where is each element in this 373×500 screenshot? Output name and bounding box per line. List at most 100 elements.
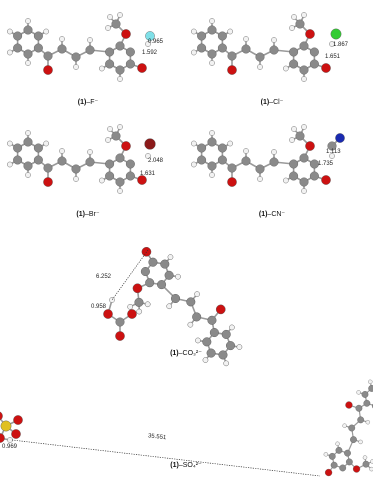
caption: (1)–CO₃²⁻ (170, 350, 202, 357)
distance-label: 1.651 (325, 54, 341, 60)
anion-label: –CN⁻ (267, 211, 285, 218)
distance-label: 1.631 (140, 171, 156, 177)
atom (171, 294, 181, 304)
atom (357, 416, 365, 424)
anion-label: –Cl⁻ (269, 99, 284, 106)
atom (23, 161, 33, 171)
atom (105, 47, 115, 57)
atom (241, 44, 251, 54)
atom (321, 175, 331, 185)
atom (127, 309, 137, 319)
atom (197, 43, 207, 53)
atom (13, 415, 23, 425)
atom (218, 350, 228, 360)
distance-label: 2.048 (148, 158, 164, 164)
atom (7, 437, 13, 443)
molecules (0, 12, 373, 477)
anion-label: –SO₄²⁻ (179, 462, 202, 469)
atom (257, 64, 263, 70)
atom (85, 45, 95, 55)
atom (57, 44, 67, 54)
atom (125, 47, 135, 57)
atom (166, 303, 173, 310)
atom (207, 137, 217, 147)
molecule (127, 246, 243, 367)
atom (361, 391, 369, 398)
atom (125, 59, 135, 69)
atom (13, 43, 23, 53)
atom (117, 76, 123, 82)
atom (115, 317, 125, 327)
atom (191, 28, 197, 35)
molecule (7, 12, 155, 82)
atom (43, 28, 49, 35)
atom (202, 357, 209, 363)
atom (33, 143, 43, 153)
atom (295, 19, 305, 29)
atom (0, 411, 3, 421)
atom (369, 467, 373, 472)
atom (352, 465, 361, 473)
caption: (1)–CN⁻ (259, 211, 286, 218)
atom (271, 37, 277, 43)
atom (107, 126, 113, 132)
atom (335, 446, 343, 454)
atom (209, 172, 215, 178)
atom (195, 337, 201, 344)
atom (255, 52, 265, 62)
atom (309, 47, 319, 57)
atom (301, 76, 307, 82)
atom (197, 31, 207, 41)
compound-label: (1) (76, 211, 85, 218)
atom (148, 257, 158, 267)
atom (127, 304, 133, 310)
atom (57, 156, 67, 166)
atom (103, 309, 113, 319)
atom (329, 153, 335, 159)
atom (350, 436, 357, 443)
atom (167, 254, 174, 260)
atom (43, 177, 53, 187)
atom (115, 65, 125, 75)
atom (289, 47, 299, 57)
atom (132, 283, 143, 294)
atom (299, 177, 309, 187)
atom (217, 43, 227, 53)
atom (145, 41, 151, 47)
atom (197, 143, 207, 153)
atom (192, 312, 202, 322)
atom (227, 51, 237, 61)
atom (105, 137, 111, 143)
atom (144, 301, 151, 308)
atom (221, 329, 231, 339)
atom (33, 155, 43, 165)
atom (87, 149, 93, 155)
atom (43, 65, 53, 75)
atom (157, 280, 167, 290)
atom (323, 452, 328, 457)
distance-label: 1.592 (142, 50, 158, 56)
atom (309, 171, 319, 181)
atom (43, 163, 53, 173)
atom (362, 460, 370, 468)
atom (339, 464, 347, 472)
atom (121, 29, 131, 39)
atom (117, 188, 123, 194)
atom (217, 143, 227, 153)
distance-label: 1.113 (326, 149, 341, 155)
atom (13, 143, 23, 153)
atom (229, 324, 235, 331)
atom (73, 64, 79, 70)
caption: (1)–F⁻ (78, 99, 99, 106)
atom (141, 246, 152, 257)
atom (291, 14, 297, 20)
caption: (1)–Cl⁻ (261, 99, 284, 106)
atom (111, 131, 121, 141)
compound-label: (1) (259, 211, 268, 218)
atom (117, 124, 123, 130)
anion (103, 297, 137, 341)
atom (191, 140, 197, 147)
atom (99, 177, 105, 184)
distance-label: 0.965 (148, 39, 164, 45)
atom (105, 159, 115, 169)
